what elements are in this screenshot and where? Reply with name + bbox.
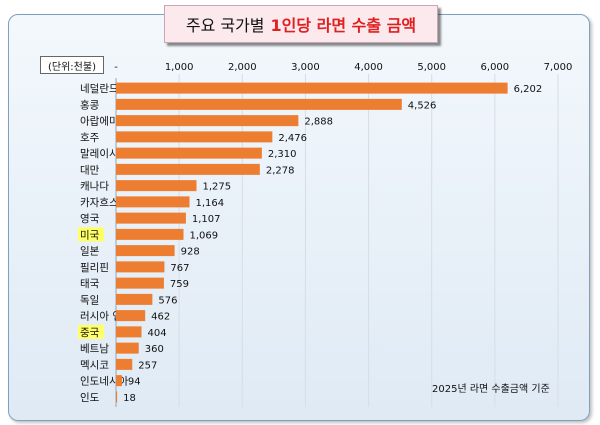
- data-label: 94: [128, 377, 141, 388]
- footnote: 2025년 라면 수출금액 기준: [432, 384, 550, 395]
- chart-title-highlight: 1인당 라면 수출 금액: [270, 16, 417, 35]
- data-label: 18: [123, 393, 136, 404]
- data-label: 767: [170, 263, 189, 274]
- bar: [116, 82, 508, 94]
- data-label: 404: [148, 328, 167, 339]
- category-label: 대만: [80, 164, 100, 176]
- bar: [116, 277, 164, 289]
- bar: [116, 310, 146, 322]
- bar: [116, 375, 122, 387]
- category-label: 미국: [80, 229, 100, 241]
- bar: [116, 196, 190, 208]
- category-label: 독일: [80, 293, 99, 306]
- category-highlight: [78, 227, 104, 242]
- x-tick-label: 7,000: [544, 62, 573, 73]
- bar: [116, 180, 197, 192]
- x-tick-label: 3,000: [291, 62, 320, 73]
- data-label: 1,275: [203, 182, 232, 193]
- x-tick-label: 1,000: [165, 62, 194, 73]
- category-highlight: [78, 324, 104, 339]
- data-label: 1,107: [192, 214, 221, 225]
- category-label: 태국: [80, 278, 100, 290]
- data-label: 2,888: [304, 117, 333, 128]
- category-label: 네덜란드: [80, 83, 119, 95]
- category-label: 인도: [80, 392, 100, 404]
- bar: [116, 358, 133, 370]
- bar: [116, 245, 175, 257]
- x-tick-label: 5,000: [417, 62, 446, 73]
- bar: [116, 228, 184, 240]
- category-label: 영국: [80, 213, 100, 225]
- category-label: 일본: [80, 245, 100, 258]
- bar: [116, 391, 118, 403]
- data-label: 1,164: [195, 198, 224, 209]
- x-tick-label: 4,000: [354, 62, 383, 73]
- chart-title-prefix: 주요 국가별: [185, 16, 265, 35]
- bar: [116, 131, 273, 143]
- x-tick-label: 2,000: [228, 62, 257, 73]
- category-label: 중국: [80, 327, 100, 339]
- bar: [116, 293, 153, 305]
- category-label: 필리핀: [80, 262, 109, 274]
- data-label: 1,069: [189, 230, 218, 241]
- bar: [116, 163, 260, 175]
- data-label: 4,526: [408, 100, 437, 111]
- chart-panel: [8, 14, 590, 421]
- bar: [116, 261, 165, 273]
- data-label: 928: [181, 247, 200, 258]
- category-label: 멕시코: [80, 359, 109, 371]
- bar: [116, 342, 139, 354]
- data-label: 2,476: [278, 133, 307, 144]
- unit-label: (단위:천불): [40, 56, 104, 74]
- data-label: 257: [138, 360, 157, 371]
- chart-title: 주요 국가별 1인당 라면 수출 금액: [164, 5, 438, 43]
- bar: [116, 326, 142, 338]
- x-tick-label: 6,000: [481, 62, 510, 73]
- data-label: 360: [145, 344, 164, 355]
- bar: [116, 212, 186, 224]
- data-label: 759: [170, 279, 189, 290]
- category-label: 캐나다: [80, 181, 109, 193]
- bar: [116, 147, 262, 159]
- bar: [116, 98, 402, 110]
- bar: [116, 115, 299, 127]
- category-label: 홍콩: [80, 98, 100, 111]
- x-tick-label: -: [114, 62, 118, 73]
- category-label: 베트남: [80, 343, 109, 355]
- data-label: 462: [151, 312, 170, 323]
- data-label: 2,310: [268, 149, 297, 160]
- data-label: 6,202: [514, 84, 543, 95]
- category-label: 호주: [80, 132, 100, 144]
- data-label: 2,278: [266, 165, 295, 176]
- data-label: 576: [158, 295, 177, 306]
